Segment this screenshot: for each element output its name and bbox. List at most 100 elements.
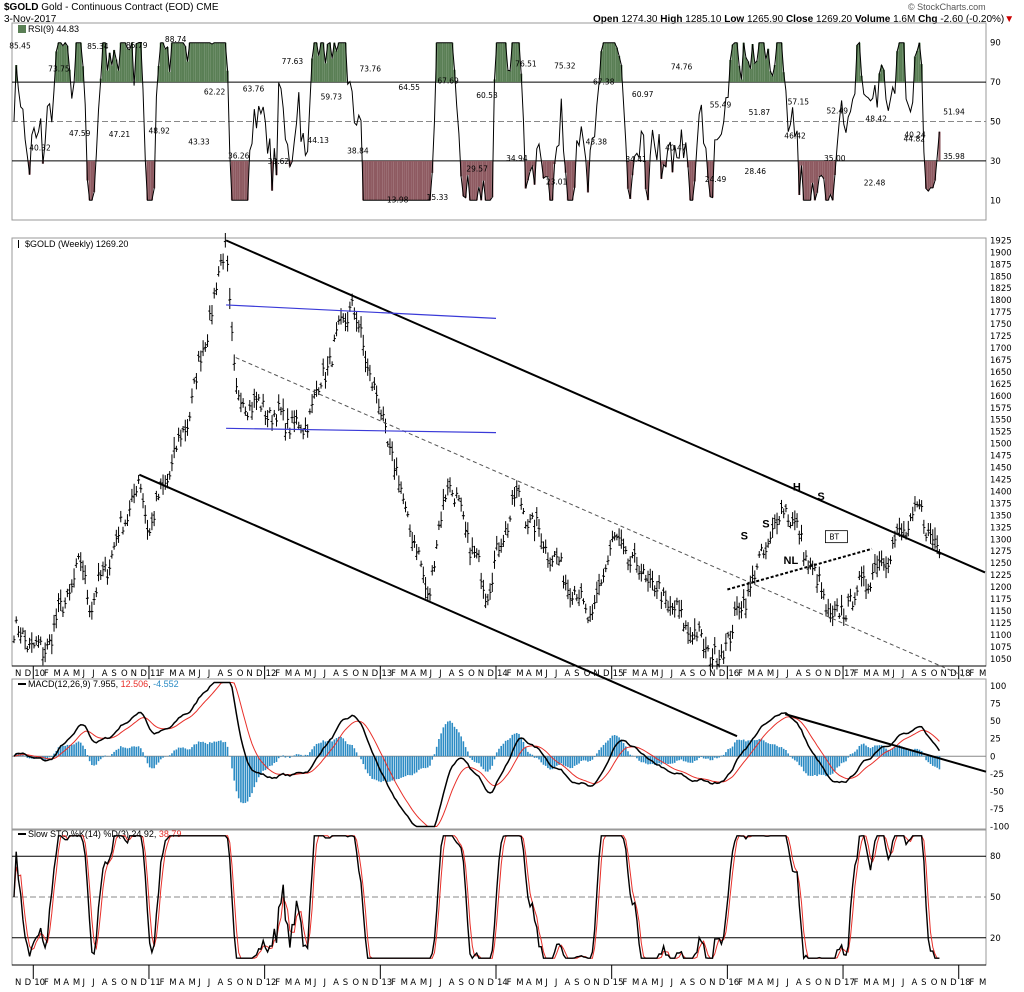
x-tick-label-price: M — [748, 669, 755, 679]
x-tick-label-price: M — [767, 669, 774, 679]
x-tick-label-sto: A — [642, 978, 648, 988]
x-tick-label-sto: M — [54, 978, 61, 988]
flag-lower-line — [226, 427, 497, 434]
x-tick-label-sto: J — [660, 978, 664, 988]
x-tick-label-price: O — [815, 669, 822, 679]
x-tick-label-price: O — [352, 669, 359, 679]
x-tick-label-price: M — [401, 669, 408, 679]
rsi-trough-label: 38.84 — [347, 146, 369, 155]
x-tick-label-price: M — [863, 669, 870, 679]
rsi-trough-label: 33.62 — [268, 157, 290, 166]
x-tick-label-price: S — [343, 669, 348, 679]
price-y-tick-label: 1050 — [990, 655, 1012, 665]
x-tick-label-sto: D — [834, 978, 841, 988]
x-tick-label-sto: M — [285, 978, 292, 988]
x-tick-label-price: M — [54, 669, 61, 679]
rsi-trough-label: 23.01 — [546, 178, 568, 187]
x-tick-label-sto: N — [478, 978, 484, 988]
rsi-peak-label: 60.97 — [632, 90, 654, 99]
annotation-right-shoulder: S — [817, 491, 824, 503]
x-tick-label-price: J — [197, 669, 201, 679]
rsi-peak-label: 85.45 — [9, 42, 31, 51]
high-label: High — [660, 14, 683, 25]
x-tick-label-sto: N — [940, 978, 946, 988]
x-tick-label-price: J — [785, 669, 789, 679]
sto-swatch — [18, 833, 26, 835]
x-tick-label-price: 12 — [266, 669, 277, 679]
x-tick-label-price: O — [121, 669, 128, 679]
rsi-peak-label: 73.76 — [360, 65, 382, 74]
macd-trendline — [784, 713, 987, 773]
ohlc-bars — [12, 232, 941, 670]
x-tick-label-sto: A — [295, 978, 301, 988]
x-tick-label-price: M — [285, 669, 292, 679]
price-y-tick-label: 1875 — [990, 260, 1012, 270]
open-label: Open — [593, 14, 619, 25]
x-tick-label-sto: M — [979, 978, 986, 988]
rsi-trough-label: 48.92 — [148, 127, 170, 136]
x-tick-label-price: F — [160, 669, 165, 679]
macd-y-tick-label: 25 — [990, 735, 1001, 745]
x-tick-label-price: M — [536, 669, 543, 679]
chart-date: 3-Nov-2017 — [4, 14, 57, 25]
x-tick-label-price: J — [891, 669, 895, 679]
price-y-tick-label: 1300 — [990, 535, 1012, 545]
rsi-trough-label: 44.82 — [904, 135, 926, 144]
price-y-tick-label: 1700 — [990, 344, 1012, 354]
price-y-tick-label: 1425 — [990, 475, 1012, 485]
x-tick-label-price: A — [449, 669, 455, 679]
x-tick-label-price: J — [438, 669, 442, 679]
macd-y-tick-label: 0 — [990, 752, 995, 762]
x-tick-label-sto: 16 — [728, 978, 739, 988]
annotation-head: H — [793, 481, 801, 493]
x-tick-label-price: D — [487, 669, 494, 679]
macd-legend-name: MACD(12,26,9) — [28, 679, 91, 689]
price-y-tick-label: 1250 — [990, 559, 1012, 569]
annotation-backtest: BT — [829, 533, 839, 542]
macd-legend-macd: 7.955 — [93, 679, 116, 689]
price-y-tick-label: 1100 — [990, 631, 1012, 641]
price-y-tick-label: 1200 — [990, 583, 1012, 593]
price-legend: $GOLD (Weekly) 1269.20 — [16, 239, 131, 249]
x-tick-label-sto: F — [391, 978, 396, 988]
rsi-trough-label: 47.59 — [69, 129, 91, 138]
x-tick-label-sto: F — [854, 978, 859, 988]
rsi-peak-label: 62.22 — [204, 87, 226, 96]
rsi-y-tick-label: 90 — [990, 39, 1001, 49]
price-y-tick-label: 1225 — [990, 571, 1012, 581]
rsi-trough-label: 47.21 — [109, 130, 131, 139]
rsi-trough-label: 29.57 — [466, 165, 488, 174]
x-tick-label-sto: M — [73, 978, 80, 988]
x-tick-label-price: F — [969, 669, 974, 679]
price-y-tick-label: 1500 — [990, 440, 1012, 450]
x-tick-label-sto: J — [91, 978, 95, 988]
x-tick-label-sto: J — [81, 978, 85, 988]
chg-label: Chg — [918, 14, 938, 25]
annotation-neckline: NL — [784, 555, 799, 567]
x-tick-label-price: S — [805, 669, 810, 679]
macd-panel-frame — [11, 678, 987, 831]
rsi-peak-label: 73.75 — [48, 65, 70, 74]
x-tick-label-price: N — [940, 669, 946, 679]
rsi-peak-label: 48.42 — [865, 115, 887, 124]
x-tick-label-price: S — [458, 669, 463, 679]
x-tick-label-sto: M — [748, 978, 755, 988]
x-tick-label-price: F — [391, 669, 396, 679]
price-panel-frame — [11, 237, 987, 667]
price-y-tick-label: 1825 — [990, 284, 1012, 294]
x-tick-label-price: 16 — [728, 669, 739, 679]
ohlc-summary: Open 1274.30 High 1285.10 Low 1265.90 Cl… — [593, 14, 1014, 25]
x-tick-label-sto: M — [189, 978, 196, 988]
x-tick-label-sto: S — [805, 978, 810, 988]
x-tick-label-price: M — [304, 669, 311, 679]
x-tick-label-sto: 11 — [150, 978, 161, 988]
x-tick-label-price: M — [632, 669, 639, 679]
x-tick-label-price: M — [651, 669, 658, 679]
low-label: Low — [724, 14, 745, 25]
x-tick-label-price: D — [25, 669, 32, 679]
x-tick-label-sto: S — [690, 978, 695, 988]
rsi-peak-label: 51.87 — [749, 108, 771, 117]
x-tick-label-sto: N — [709, 978, 715, 988]
price-y-tick-label: 1175 — [990, 595, 1012, 605]
x-tick-label-price: 14 — [497, 669, 508, 679]
